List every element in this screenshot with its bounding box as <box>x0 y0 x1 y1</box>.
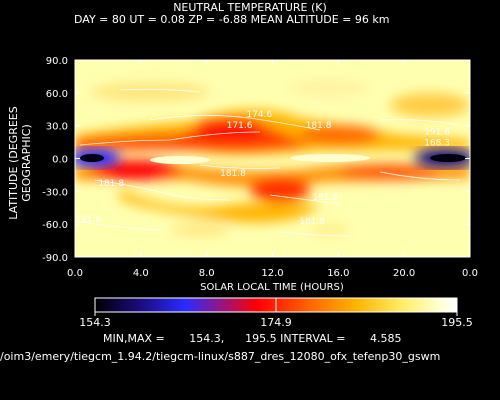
x-ticks: 0.0 4.0 8.0 12.0 16.0 20.0 0.0 <box>67 60 478 279</box>
y-tick-label: 30.0 <box>46 122 68 133</box>
contour-label: 181.8 <box>306 121 332 131</box>
x-tick-label: 0.0 <box>462 268 478 279</box>
y-ticks: 90.0 60.0 30.0 0.0 -30.0 -60.0 -90.0 <box>42 56 470 264</box>
x-tick-label: 12.0 <box>261 268 283 279</box>
x-tick-label: 20.0 <box>393 268 415 279</box>
colorbar-max-label: 195.5 <box>441 316 473 329</box>
stats-line: MIN,MAX = 154.3, 195.5 INTERVAL = 4.585 <box>103 332 402 345</box>
contour-label: 181.8 <box>220 169 246 179</box>
contour-label: 191.6 <box>75 215 101 225</box>
heatmap-field <box>75 60 470 257</box>
x-tick-label: 0.0 <box>67 268 83 279</box>
y-tick-label: -90.0 <box>42 253 68 264</box>
contour-label: 168.3 <box>424 138 450 148</box>
y-tick-label: 0.0 <box>52 155 68 166</box>
x-tick-label: 16.0 <box>327 268 349 279</box>
x-tick-label: 4.0 <box>133 268 149 279</box>
y-tick-label: 90.0 <box>46 56 68 67</box>
x-tick-label: 8.0 <box>199 268 215 279</box>
contour-label: 171.6 <box>227 121 253 131</box>
y-tick-label: 60.0 <box>46 89 68 100</box>
chart-subtitle: DAY = 80 UT = 0.08 ZP = -6.88 MEAN ALTIT… <box>74 13 390 26</box>
y-tick-label: -60.0 <box>42 220 68 231</box>
contour-label: 191.8 <box>424 127 450 137</box>
contour-label: 174.6 <box>246 110 272 120</box>
contour-label: 181.8 <box>312 193 338 203</box>
x-axis-label: SOLAR LOCAL TIME (HOURS) <box>200 282 344 293</box>
y-tick-label: -30.0 <box>42 187 68 198</box>
contour-label: 181.8 <box>299 217 325 227</box>
file-path: /oim3/emery/tiegcm_1.94.2/tiegcm-linux/s… <box>0 350 441 363</box>
colorbar-min-label: 154.3 <box>79 316 111 329</box>
contour-label: 181.8 <box>98 179 124 189</box>
colorbar-mid-label: 174.9 <box>260 316 292 329</box>
chart-title: NEUTRAL TEMPERATURE (K) <box>173 1 327 14</box>
